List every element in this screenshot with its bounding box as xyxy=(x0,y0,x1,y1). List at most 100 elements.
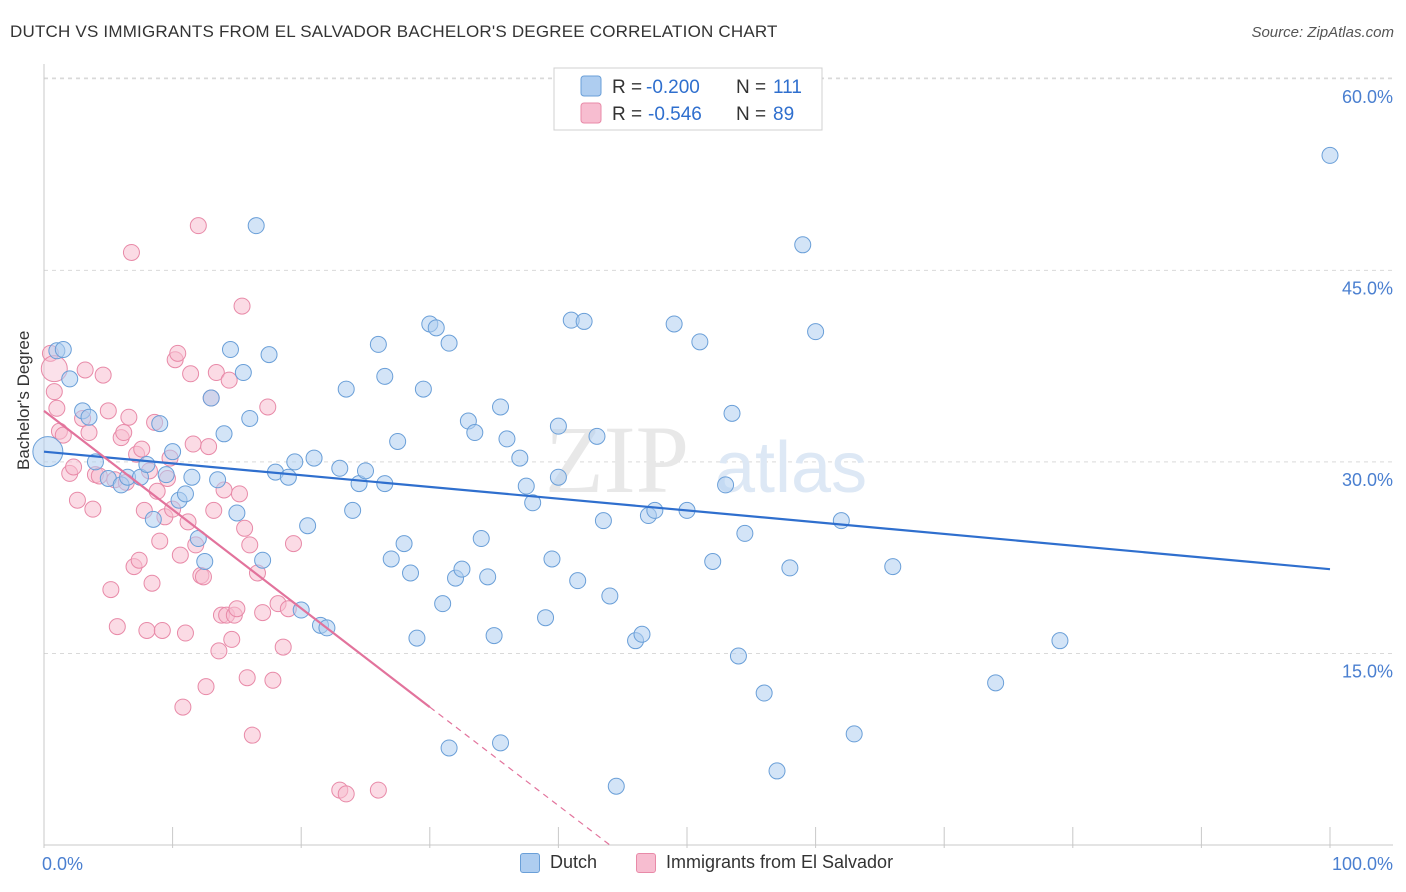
point-salvador xyxy=(259,398,277,416)
point-salvador xyxy=(176,624,194,642)
point-dutch xyxy=(575,312,593,330)
point-salvador xyxy=(84,500,102,518)
point-salvador xyxy=(197,678,215,696)
point-dutch xyxy=(594,512,612,530)
point-dutch xyxy=(832,512,850,530)
legend-salvador-r-value: -0.546 xyxy=(648,104,702,125)
point-dutch xyxy=(492,398,510,416)
point-dutch xyxy=(736,524,754,542)
point-salvador xyxy=(48,399,66,417)
point-salvador xyxy=(130,551,148,569)
point-dutch xyxy=(434,595,452,613)
point-salvador xyxy=(220,371,238,389)
point-dutch xyxy=(331,459,349,477)
point-dutch xyxy=(549,468,567,486)
trend-line-salvador-extension xyxy=(429,706,611,846)
y-tick-label: 45.0% xyxy=(1342,278,1393,298)
point-dutch xyxy=(691,333,709,351)
point-dutch xyxy=(440,739,458,757)
x-tick-label-max: 100.0% xyxy=(1332,854,1393,874)
point-salvador xyxy=(254,604,272,622)
point-salvador xyxy=(68,491,86,509)
point-salvador xyxy=(120,408,138,426)
point-dutch xyxy=(517,477,535,495)
point-salvador xyxy=(184,435,202,453)
point-dutch xyxy=(286,453,304,471)
point-dutch xyxy=(241,409,259,427)
point-dutch xyxy=(196,553,214,571)
point-salvador xyxy=(65,458,83,476)
point-salvador xyxy=(80,424,98,442)
point-dutch xyxy=(209,471,227,489)
point-dutch xyxy=(61,370,79,388)
point-salvador xyxy=(369,781,387,799)
point-dutch xyxy=(472,530,490,548)
point-dutch xyxy=(138,455,156,473)
watermark-zip: ZIP xyxy=(545,406,689,513)
point-dutch xyxy=(704,553,722,571)
point-dutch xyxy=(151,415,169,433)
legend-item-salvador: Immigrants from El Salvador xyxy=(636,852,893,873)
y-tick-label: 60.0% xyxy=(1342,87,1393,107)
y-tick-label: 15.0% xyxy=(1342,661,1393,681)
dutch-points xyxy=(32,146,1339,795)
point-dutch xyxy=(987,674,1005,692)
point-dutch xyxy=(633,625,651,643)
point-dutch xyxy=(601,587,619,605)
point-dutch xyxy=(382,550,400,568)
point-salvador xyxy=(238,669,256,687)
legend-swatch-dutch xyxy=(580,75,602,97)
trend-lines xyxy=(43,409,1331,846)
point-dutch xyxy=(337,380,355,398)
point-dutch xyxy=(524,494,542,512)
point-dutch xyxy=(1321,146,1339,164)
point-salvador xyxy=(264,671,282,689)
point-salvador xyxy=(143,574,161,592)
legend-dutch-n-value: 111 xyxy=(773,77,802,98)
point-dutch xyxy=(144,510,162,528)
point-dutch xyxy=(202,389,220,407)
point-salvador xyxy=(182,365,200,383)
point-dutch xyxy=(157,466,175,484)
point-dutch xyxy=(408,629,426,647)
point-dutch xyxy=(549,417,567,435)
point-salvador xyxy=(194,568,212,586)
point-salvador xyxy=(207,364,225,382)
point-dutch xyxy=(54,341,72,359)
point-dutch xyxy=(588,427,606,445)
point-salvador xyxy=(133,440,151,458)
point-dutch xyxy=(755,684,773,702)
legend-salvador-r-label: R = xyxy=(612,104,642,125)
legend-top: R = -0.200 N = 111 R = -0.546 N = 89 xyxy=(553,67,823,131)
point-dutch xyxy=(402,564,420,582)
point-salvador xyxy=(228,600,246,618)
point-dutch xyxy=(466,424,484,442)
trend-line-salvador xyxy=(43,409,431,708)
point-dutch xyxy=(369,335,387,353)
point-dutch xyxy=(485,627,503,645)
point-salvador xyxy=(284,535,302,553)
legend-salvador-n-value: 89 xyxy=(773,104,794,125)
point-salvador xyxy=(102,581,120,599)
point-salvador xyxy=(189,217,207,235)
point-salvador xyxy=(230,485,248,503)
point-dutch xyxy=(794,236,812,254)
y-tick-label: 30.0% xyxy=(1342,470,1393,490)
point-dutch xyxy=(453,560,471,578)
point-salvador xyxy=(171,546,189,564)
point-dutch xyxy=(729,647,747,665)
point-dutch xyxy=(183,468,201,486)
point-dutch xyxy=(646,501,664,519)
point-dutch xyxy=(884,558,902,576)
legend-dutch-r-value: -0.200 xyxy=(646,77,700,98)
point-dutch xyxy=(665,315,683,333)
point-salvador xyxy=(223,630,241,648)
point-salvador xyxy=(54,426,72,444)
point-dutch xyxy=(164,443,182,461)
point-dutch xyxy=(781,559,799,577)
point-salvador xyxy=(153,621,171,639)
point-salvador xyxy=(274,638,292,656)
point-salvador xyxy=(76,361,94,379)
axes xyxy=(43,64,1393,848)
